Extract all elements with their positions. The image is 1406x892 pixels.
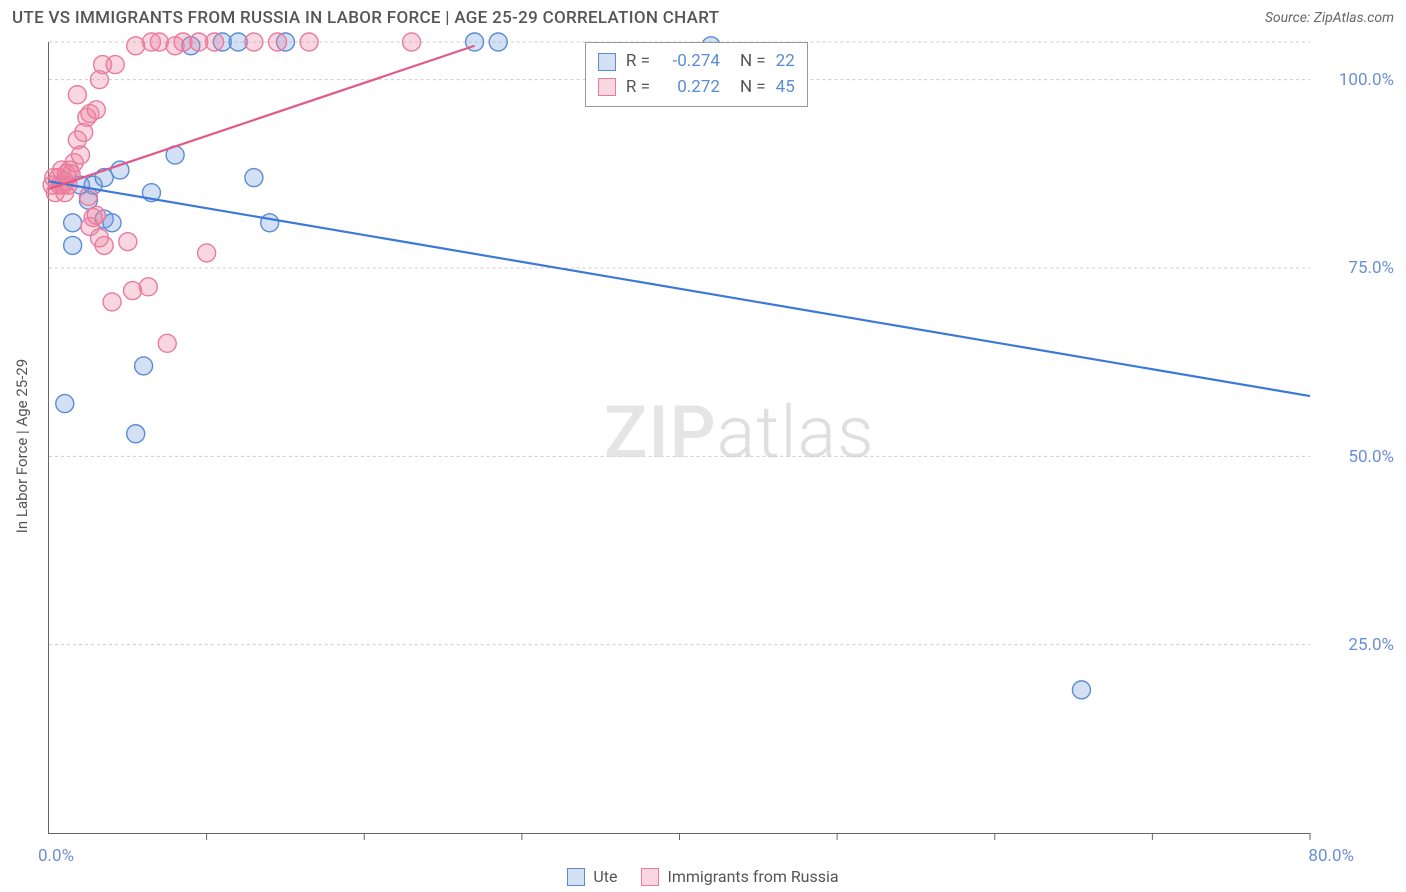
data-point [489, 33, 507, 51]
legend-label: Ute [593, 867, 617, 886]
y-tick-label: 50.0% [1348, 447, 1394, 467]
x-axis-end-label: 80.0% [1308, 846, 1354, 866]
r-value: 0.272 [660, 75, 720, 101]
data-point [150, 33, 168, 51]
data-point [245, 33, 263, 51]
data-point [87, 206, 105, 224]
data-point [64, 214, 82, 232]
correlation-stats-box: R = -0.274 N = 22 R = 0.272 N = 45 [585, 42, 808, 107]
chart-source: Source: ZipAtlas.com [1265, 10, 1394, 26]
chart-title: UTE VS IMMIGRANTS FROM RUSSIA IN LABOR F… [12, 8, 719, 28]
legend-label: Immigrants from Russia [667, 867, 838, 886]
n-label: N = [740, 49, 766, 75]
data-point [300, 33, 318, 51]
data-point [72, 146, 90, 164]
series-swatch [641, 868, 659, 886]
legend-item: Immigrants from Russia [641, 867, 838, 886]
data-point [403, 33, 421, 51]
data-point [135, 357, 153, 375]
y-tick-label: 25.0% [1348, 635, 1394, 655]
n-value: 45 [776, 75, 795, 101]
data-point [119, 233, 137, 251]
data-point [68, 86, 86, 104]
data-point [56, 395, 74, 413]
n-value: 22 [776, 49, 795, 75]
data-point [1072, 681, 1090, 699]
regression-line [49, 181, 1310, 396]
data-point [245, 169, 263, 187]
chart-svg [49, 42, 1310, 833]
stats-row: R = -0.274 N = 22 [598, 49, 795, 75]
data-point [106, 56, 124, 74]
data-point [124, 282, 142, 300]
data-point [269, 33, 287, 51]
data-point [261, 214, 279, 232]
n-label: N = [740, 75, 766, 101]
series-swatch [598, 53, 616, 71]
y-axis-title: In Labor Force | Age 25-29 [13, 359, 31, 533]
r-value: -0.274 [660, 49, 720, 75]
r-label: R = [626, 49, 650, 75]
x-axis-start-label: 0.0% [38, 846, 74, 866]
series-legend: Ute Immigrants from Russia [0, 867, 1406, 886]
series-swatch [598, 78, 616, 96]
data-point [158, 334, 176, 352]
data-point [103, 293, 121, 311]
data-point [127, 425, 145, 443]
series-swatch [567, 868, 585, 886]
data-point [64, 236, 82, 254]
chart-header: UTE VS IMMIGRANTS FROM RUSSIA IN LABOR F… [0, 0, 1406, 32]
chart-plot-area: ZIPatlas R =-0.274N =22R =0.272N =45 25.… [48, 42, 1310, 834]
data-point [95, 236, 113, 254]
y-tick-label: 75.0% [1348, 258, 1394, 278]
data-point [139, 278, 157, 296]
data-point [127, 37, 145, 55]
data-point [87, 101, 105, 119]
data-point [206, 33, 224, 51]
y-tick-label: 100.0% [1339, 70, 1394, 90]
data-point [198, 244, 216, 262]
legend-item: Ute [567, 867, 617, 886]
stats-row: R = 0.272 N = 45 [598, 75, 795, 101]
r-label: R = [626, 75, 650, 101]
